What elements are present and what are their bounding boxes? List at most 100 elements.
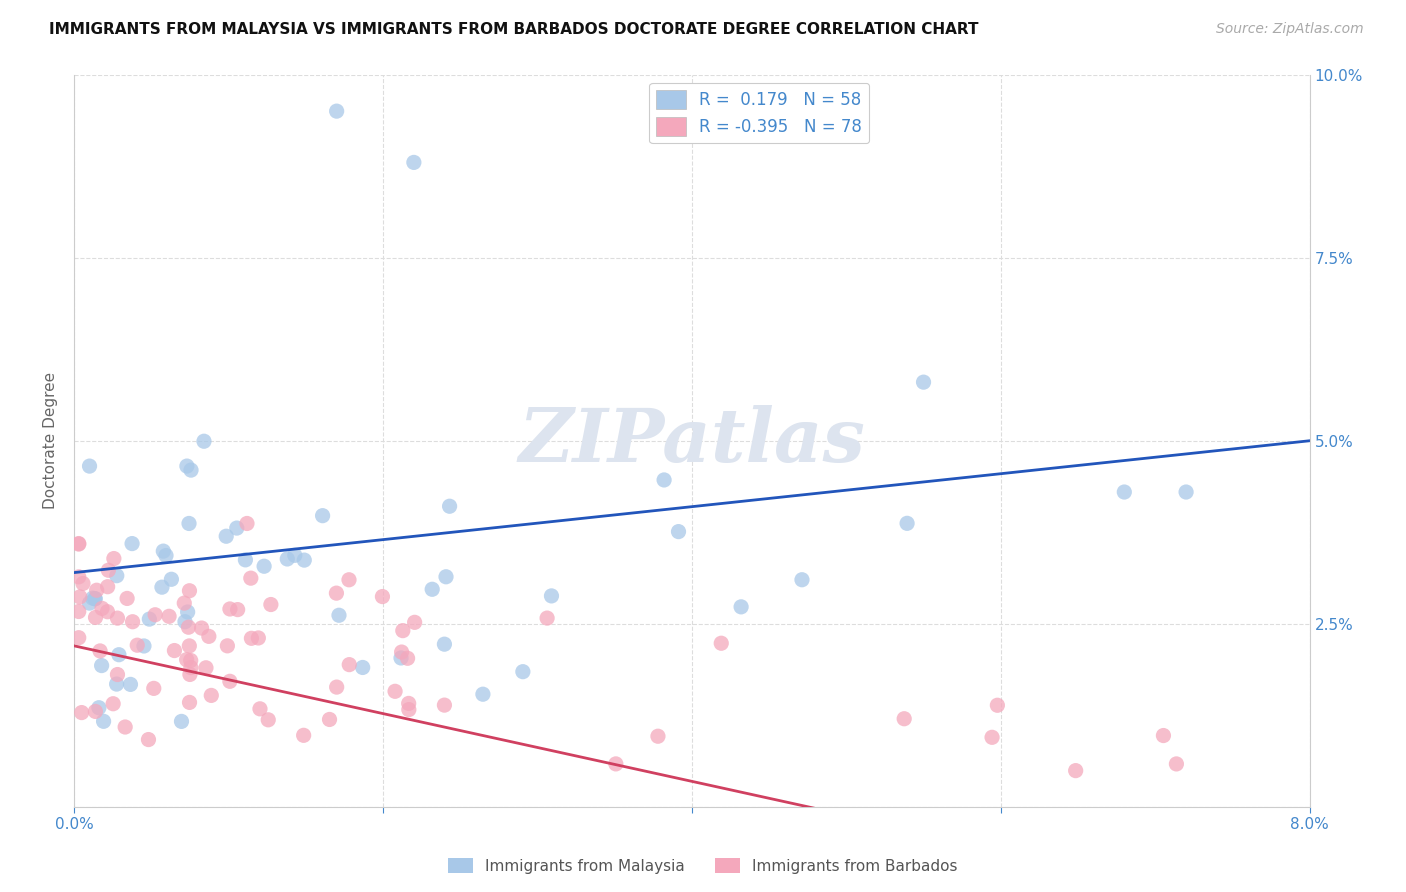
Point: [337, 657, 360, 672]
Point: [292, 728, 315, 742]
Point: [605, 756, 627, 771]
Point: [163, 643, 186, 657]
Point: [337, 573, 360, 587]
Point: [292, 553, 315, 567]
Point: [132, 639, 155, 653]
Point: [170, 714, 193, 729]
Point: [160, 572, 183, 586]
Point: [434, 570, 457, 584]
Point: [1175, 485, 1198, 500]
Point: [67, 570, 90, 584]
Point: [325, 680, 347, 694]
Point: [142, 681, 165, 696]
Point: [105, 677, 128, 691]
Text: IMMIGRANTS FROM MALAYSIA VS IMMIGRANTS FROM BARBADOS DOCTORATE DEGREE CORRELATIO: IMMIGRANTS FROM MALAYSIA VS IMMIGRANTS F…: [49, 22, 979, 37]
Point: [439, 500, 461, 514]
Text: Source: ZipAtlas.com: Source: ZipAtlas.com: [1216, 22, 1364, 37]
Point: [398, 697, 420, 711]
Point: [176, 459, 198, 474]
Point: [143, 607, 166, 622]
Point: [325, 104, 347, 119]
Point: [194, 661, 217, 675]
Point: [260, 598, 283, 612]
Point: [391, 645, 413, 659]
Legend: Immigrants from Malaysia, Immigrants from Barbados: Immigrants from Malaysia, Immigrants fro…: [443, 852, 963, 880]
Point: [198, 629, 221, 643]
Point: [284, 549, 307, 563]
Point: [257, 713, 280, 727]
Point: [253, 559, 276, 574]
Point: [67, 605, 90, 619]
Point: [512, 665, 534, 679]
Point: [97, 580, 120, 594]
Point: [896, 516, 918, 531]
Point: [108, 648, 131, 662]
Point: [384, 684, 406, 698]
Point: [328, 608, 350, 623]
Point: [218, 674, 240, 689]
Point: [311, 508, 333, 523]
Point: [86, 583, 108, 598]
Point: [82, 591, 104, 606]
Point: [180, 653, 202, 667]
Point: [1166, 756, 1188, 771]
Point: [177, 620, 200, 634]
Point: [215, 529, 238, 543]
Point: [97, 563, 120, 577]
Point: [912, 375, 935, 389]
Point: [1152, 729, 1174, 743]
Point: [150, 580, 173, 594]
Point: [652, 473, 675, 487]
Point: [893, 712, 915, 726]
Point: [391, 624, 413, 638]
Point: [120, 677, 142, 691]
Point: [67, 631, 90, 645]
Point: [69, 590, 91, 604]
Point: [96, 605, 118, 619]
Text: ZIPatlas: ZIPatlas: [519, 404, 865, 477]
Point: [180, 660, 202, 674]
Point: [179, 639, 201, 653]
Point: [67, 536, 90, 550]
Point: [236, 516, 259, 531]
Point: [398, 703, 420, 717]
Point: [157, 609, 180, 624]
Point: [235, 553, 257, 567]
Point: [249, 702, 271, 716]
Point: [433, 698, 456, 712]
Point: [371, 590, 394, 604]
Point: [114, 720, 136, 734]
Point: [72, 576, 94, 591]
Point: [103, 551, 125, 566]
Point: [420, 582, 443, 597]
Point: [176, 653, 198, 667]
Point: [177, 516, 200, 531]
Point: [179, 695, 201, 709]
Point: [240, 632, 263, 646]
Point: [981, 731, 1004, 745]
Legend: R =  0.179   N = 58, R = -0.395   N = 78: R = 0.179 N = 58, R = -0.395 N = 78: [650, 83, 869, 143]
Point: [193, 434, 215, 449]
Point: [115, 591, 138, 606]
Point: [352, 660, 374, 674]
Point: [710, 636, 733, 650]
Point: [155, 549, 177, 563]
Point: [179, 583, 201, 598]
Point: [239, 571, 262, 585]
Point: [647, 729, 669, 743]
Point: [790, 573, 813, 587]
Y-axis label: Doctorate Degree: Doctorate Degree: [44, 372, 58, 509]
Point: [190, 621, 212, 635]
Point: [389, 651, 412, 665]
Point: [89, 644, 111, 658]
Point: [536, 611, 558, 625]
Point: [90, 658, 112, 673]
Point: [84, 591, 107, 606]
Point: [107, 667, 129, 681]
Point: [174, 615, 197, 629]
Point: [986, 698, 1008, 713]
Point: [173, 596, 195, 610]
Point: [179, 667, 201, 681]
Point: [84, 705, 107, 719]
Point: [101, 697, 124, 711]
